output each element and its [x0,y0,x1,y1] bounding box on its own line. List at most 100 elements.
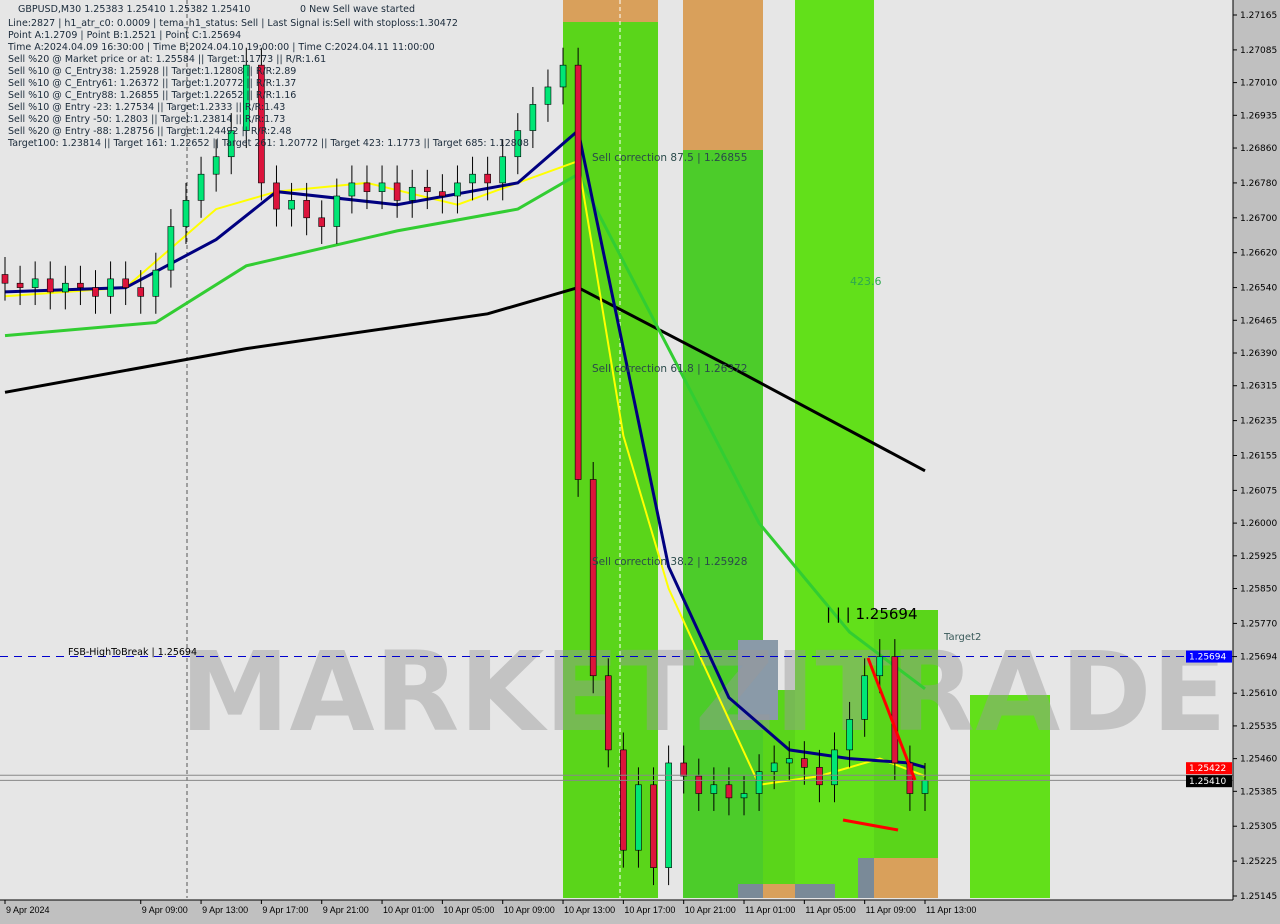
candles [1,47,929,886]
point-c-label: | | | 1.25694 [826,605,918,623]
ma-green-line [4,172,926,690]
info-line: Sell %10 @ C_Entry61: 1.26372 || Target:… [8,78,296,89]
ma-navy-line [4,127,926,769]
candle-bear [318,217,326,227]
info-line: Sell %10 @ C_Entry88: 1.26855 || Target:… [8,90,296,101]
info-line: Line:2827 | h1_atr_c0: 0.0009 | tema_h1_… [8,18,458,29]
candle-bull [499,156,507,184]
bid-price-tag-text: 1.25422 [1189,764,1226,774]
time-axis [0,900,1280,920]
candle-bull [831,749,838,786]
candle-bear [680,762,687,777]
abc-line [866,657,917,781]
target2-label: Target2 [943,632,981,643]
candle-bull [544,86,552,105]
candle-bear [1,274,9,284]
x-tick-label: 11 Apr 13:00 [926,905,976,915]
abc-line [842,818,899,832]
x-tick-label: 10 Apr 21:00 [685,905,736,915]
symbol-ohlc: GBPUSD,M30 1.25383 1.25410 1.25382 1.254… [18,4,250,15]
zone-grey [858,858,874,898]
correction-875-label: Sell correction 87.5 | 1.26855 [592,152,747,164]
watermark: MARKETZITRADE [180,628,1227,756]
candle-bear [77,282,84,288]
candle-bear [891,656,899,764]
candle-bear [393,182,401,201]
candle-bull [514,130,522,158]
candle-bull [408,186,416,201]
ma-black-line [4,285,926,473]
candle-bear [363,182,371,192]
y-tick-label: 1.26540 [1240,284,1277,294]
y-tick-label: 1.25925 [1240,552,1277,562]
info-line: Time A:2024.04.09 16:30:00 | Time B:2024… [7,42,435,53]
candle-bull [770,762,778,773]
candle-bull [227,130,235,158]
y-tick-label: 1.26390 [1240,349,1277,359]
candle-bull [755,771,763,794]
info-line: Sell %20 @ Market price or at: 1.25584 |… [8,54,326,65]
candle-bull [152,269,160,297]
zone-orange [683,0,763,150]
candle-bear [589,479,597,677]
candle-bear [258,64,265,184]
y-tick-label: 1.25770 [1240,619,1277,629]
y-tick-label: 1.27085 [1240,46,1277,56]
y-tick-label: 1.26315 [1240,382,1277,392]
candle-bear [122,278,129,288]
candle-bull [167,226,175,271]
candle-bull [348,182,356,197]
y-tick-label: 1.25145 [1240,892,1277,902]
candle-bull [710,784,718,794]
fib-4236-label: 423.6 [850,275,882,288]
x-tick-label: 10 Apr 05:00 [443,905,494,915]
y-tick-label: 1.25694 [1240,653,1277,663]
y-tick-label: 1.25225 [1240,857,1277,867]
candle-bull [876,656,884,677]
candle-bear [273,182,280,210]
candle-bull [333,195,341,227]
candle-bull [243,64,250,131]
ask-price-tag [1186,775,1232,788]
zone-orange [563,0,658,22]
candle-bull [107,278,114,297]
correction-618-label: Sell correction 61.8 | 1.26372 [592,363,747,375]
y-tick-label: 1.26935 [1240,111,1277,121]
y-tick-label: 1.25305 [1240,822,1277,832]
candle-bull [785,758,793,764]
correction-382-label: Sell correction 38.2 | 1.25928 [592,556,747,568]
info-line: Sell %10 @ Entry -23: 1.27534 || Target:… [8,102,285,113]
x-tick-label: 11 Apr 05:00 [805,905,855,915]
candle-bull [212,156,220,175]
candle-bear [604,675,612,751]
price-axis [1233,0,1280,920]
y-tick-label: 1.26860 [1240,144,1277,154]
zone-orange [874,858,938,898]
candle-bear [92,287,99,297]
y-tick-label: 1.25850 [1240,585,1277,595]
zone-green [683,150,763,898]
y-tick-label: 1.25460 [1240,755,1277,765]
x-tick-label: 9 Apr 09:00 [142,905,188,915]
ask-price-tag-text: 1.25410 [1189,777,1226,787]
candle-bull [635,784,642,851]
candle-bear [650,784,657,868]
candle-bull [31,278,39,288]
x-tick-label: 11 Apr 09:00 [866,905,916,915]
zone-grey [738,884,763,898]
candle-bear [484,173,491,184]
info-panel: GBPUSD,M30 1.25383 1.25410 1.25382 1.254… [7,4,529,149]
zone-grey [738,640,778,720]
wave-status: 0 New Sell wave started [300,4,415,15]
info-line: Point A:1.2709 | Point B:1.2521 | Point … [8,30,241,41]
y-tick-label: 1.26780 [1240,179,1277,189]
candle-bull [454,182,461,197]
candle-bear [801,758,808,768]
candle-bear [137,287,145,297]
candle-bull [846,719,853,751]
zone-grey [795,884,835,898]
fsb-price-tag-text: 1.25694 [1189,653,1226,663]
candle-bear [16,282,24,288]
candle-bull [288,200,295,210]
